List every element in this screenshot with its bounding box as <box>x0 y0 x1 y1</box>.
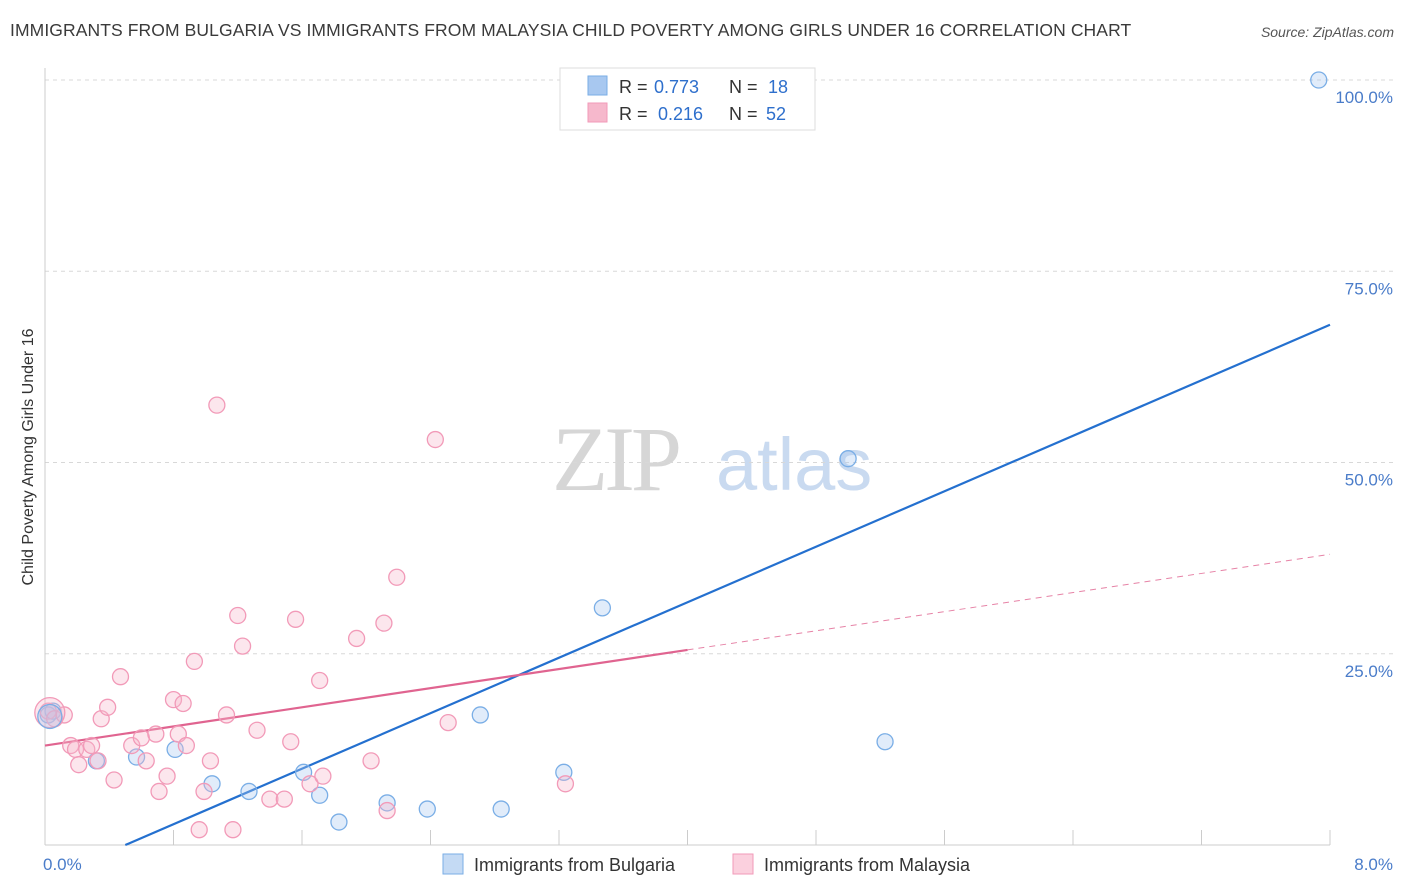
point-malaysia-30 <box>229 606 247 625</box>
point-malaysia-41 <box>362 752 380 770</box>
point-cluster-bulgaria <box>37 703 63 730</box>
point-bulgaria-13 <box>492 800 510 818</box>
point-cluster-malaysia <box>34 697 66 729</box>
point-bulgaria-16 <box>839 450 857 468</box>
legend-n-value-malaysia: 52 <box>766 104 786 124</box>
point-malaysia-8 <box>89 752 107 770</box>
data-points <box>34 71 1328 839</box>
point-malaysia-22 <box>177 736 196 755</box>
point-malaysia-43 <box>378 801 396 820</box>
point-bulgaria-6 <box>240 782 258 801</box>
series-legend: Immigrants from Bulgaria Immigrants from… <box>442 853 971 875</box>
watermark-zip: ZIP <box>552 408 679 510</box>
point-bulgaria-8 <box>311 786 329 804</box>
point-bulgaria-15 <box>593 599 612 617</box>
point-malaysia-37 <box>301 775 319 793</box>
point-malaysia-47 <box>556 775 575 793</box>
legend-n-label-malaysia: N = <box>729 104 758 124</box>
x-tick-label-1: 8.0% <box>1354 855 1393 874</box>
point-malaysia-12 <box>111 668 130 686</box>
point-bulgaria-12 <box>471 706 489 724</box>
legend-n-value-bulgaria: 18 <box>768 77 788 97</box>
point-malaysia-10 <box>98 698 117 716</box>
stats-legend: R = 0.773 N = 18 R = 0.216 N = 52 <box>559 67 816 131</box>
point-malaysia-46 <box>439 713 457 732</box>
point-malaysia-39 <box>314 767 332 785</box>
legend-swatch-bulgaria <box>587 75 608 96</box>
point-malaysia-21 <box>174 694 192 713</box>
x-tick-label-0: 0.0% <box>43 855 82 874</box>
point-malaysia-17 <box>150 782 168 801</box>
point-malaysia-23 <box>185 652 204 671</box>
point-malaysia-11 <box>105 771 123 789</box>
point-malaysia-38 <box>311 671 329 690</box>
watermark-atlas: atlas <box>716 423 872 506</box>
tick-labels: 25.0% 50.0% 75.0% 100.0% 0.0% 8.0% <box>43 88 1393 874</box>
bottom-legend-label-malaysia: Immigrants from Malaysia <box>764 855 971 875</box>
legend-r-label-malaysia: R = <box>619 104 648 124</box>
point-malaysia-19 <box>164 691 183 709</box>
chart-title: IMMIGRANTS FROM BULGARIA VS IMMIGRANTS F… <box>10 20 1132 40</box>
bottom-legend-label-bulgaria: Immigrants from Bulgaria <box>474 855 676 875</box>
point-malaysia-25 <box>195 782 213 801</box>
y-tick-label-3: 100.0% <box>1335 88 1393 107</box>
point-malaysia-18 <box>158 767 176 785</box>
point-malaysia-35 <box>282 733 300 751</box>
legend-r-label-bulgaria: R = <box>619 77 648 97</box>
point-malaysia-26 <box>201 752 220 770</box>
point-bulgaria-17 <box>876 733 894 751</box>
point-malaysia-33 <box>261 790 279 808</box>
point-malaysia-32 <box>248 721 266 739</box>
trendline-extension-malaysia <box>687 553 1331 651</box>
legend-n-label-bulgaria: N = <box>729 77 758 97</box>
point-malaysia-14 <box>132 729 151 747</box>
point-malaysia-42 <box>375 614 393 632</box>
gridlines <box>45 79 1395 655</box>
point-malaysia-31 <box>233 637 252 655</box>
legend-r-value-malaysia: 0.216 <box>658 104 703 124</box>
point-malaysia-27 <box>208 396 226 414</box>
y-tick-label-1: 50.0% <box>1345 471 1393 490</box>
legend-swatch-malaysia <box>587 102 608 123</box>
point-malaysia-29 <box>224 821 242 839</box>
point-malaysia-16 <box>147 725 165 743</box>
source-credit: Source: ZipAtlas.com <box>1260 24 1394 40</box>
trendline-malaysia <box>44 648 688 747</box>
point-malaysia-36 <box>286 610 305 628</box>
bottom-legend-swatch-bulgaria <box>442 853 464 875</box>
y-tick-label-0: 25.0% <box>1345 662 1393 681</box>
point-bulgaria-11 <box>418 800 436 818</box>
point-malaysia-44 <box>388 568 406 586</box>
point-bulgaria-18 <box>1310 71 1328 89</box>
trend-lines <box>44 323 1331 847</box>
point-malaysia-34 <box>275 790 293 808</box>
legend-r-value-bulgaria: 0.773 <box>654 77 699 97</box>
y-axis-label: Child Poverty Among Girls Under 16 <box>20 328 37 585</box>
watermark: ZIP atlas <box>552 408 872 510</box>
bottom-legend-swatch-malaysia <box>732 853 754 875</box>
point-malaysia-28 <box>217 706 236 724</box>
point-bulgaria-9 <box>330 813 348 831</box>
point-malaysia-40 <box>347 629 366 648</box>
point-malaysia-7 <box>82 736 101 755</box>
point-malaysia-45 <box>426 430 444 449</box>
point-malaysia-24 <box>190 821 208 839</box>
point-malaysia-5 <box>70 756 88 774</box>
y-tick-label-2: 75.0% <box>1345 279 1393 298</box>
axes <box>44 68 1331 846</box>
trendline-bulgaria <box>124 323 1331 847</box>
point-malaysia-15 <box>137 752 155 770</box>
